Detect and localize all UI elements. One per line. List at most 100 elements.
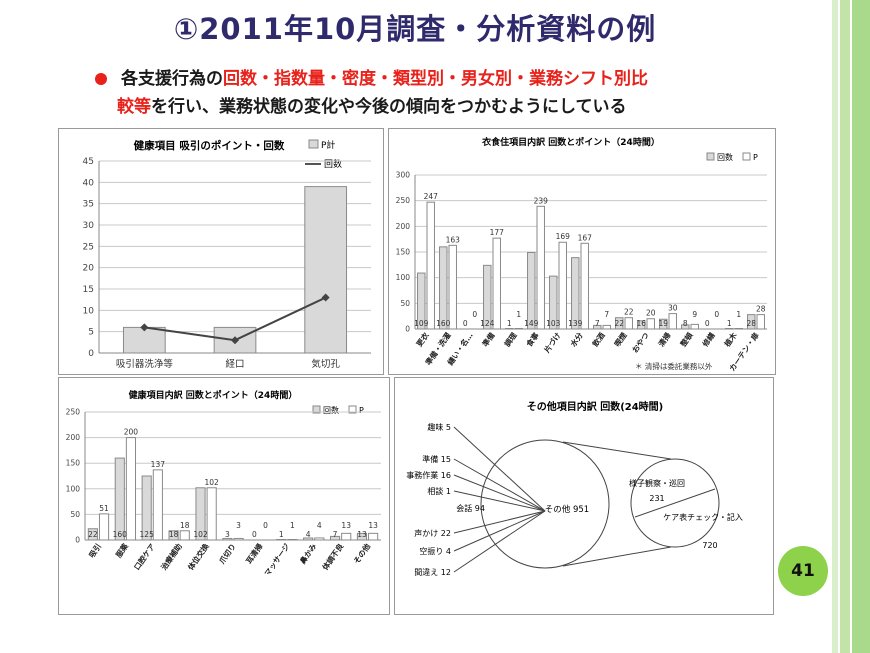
bar-count [571, 257, 580, 330]
page-number-badge: 41 [778, 546, 828, 596]
data-label-count: 124 [480, 319, 495, 328]
data-label-count: 3 [225, 530, 230, 539]
data-label-points: 177 [490, 228, 505, 237]
bar-count [195, 487, 206, 541]
bar-count [141, 475, 152, 541]
data-label-points: 0 [714, 310, 719, 319]
bar-count [659, 318, 668, 330]
y-tick-label: 300 [396, 171, 411, 180]
legend-label: P計 [321, 139, 335, 151]
bar-points [98, 513, 110, 541]
data-label-points: 9 [692, 310, 697, 319]
leader-line [453, 426, 546, 512]
bar-count [637, 320, 646, 330]
bar-count [222, 537, 233, 541]
x-tick-label: 治療補助 [158, 541, 184, 572]
chart-panel-suction: 健康項目 吸引のポイント・回数 P計 回数 0 5 10 15 20 25 30 35 40 45 吸引器… [58, 128, 384, 375]
data-label-points: 28 [756, 305, 766, 314]
y-tick-label: 200 [396, 222, 411, 231]
x-tick-label: おやつ [630, 330, 651, 354]
legend-swatch-bar [308, 139, 319, 149]
data-label-points: 7 [604, 310, 609, 319]
subtitle-text-black-2: を行い、業務状態の変化や今後の傾向をつかむようにしている [151, 97, 627, 117]
y-tick-label: 0 [88, 349, 94, 359]
data-label-points: 13 [368, 521, 378, 530]
bar-points [287, 538, 298, 541]
leader-line [453, 474, 546, 512]
decor-stripe-2 [840, 0, 850, 653]
bar-count [329, 535, 341, 541]
sub-slice-divider [634, 488, 716, 518]
bar-points [179, 530, 190, 541]
x-tick-label: 飲酒 [589, 330, 607, 349]
data-label-count: 0 [463, 319, 468, 328]
data-label-count: 103 [546, 319, 561, 328]
bar-points [514, 327, 523, 330]
data-label-count: 0 [252, 530, 257, 539]
data-label-count: 13 [357, 530, 367, 539]
legend-label: 回数 [323, 405, 339, 415]
x-tick-label: 水分 [568, 330, 585, 348]
line-point [140, 323, 149, 332]
x-tick-label: 口腔ケア [132, 541, 158, 572]
leader-line [453, 510, 546, 552]
data-label-count: 125 [140, 530, 155, 539]
subtitle-line-2: 較等を行い、業務状態の変化や今後の傾向をつかむようにしている [117, 92, 627, 117]
bullet-icon [95, 73, 107, 85]
legend-swatch-count [706, 152, 715, 161]
sub-slice-value: 720 [702, 541, 717, 550]
slice-label: 相談 1 [427, 486, 451, 496]
sub-slice-label: 様子観察・巡回 [629, 478, 685, 488]
y-tick-label: 250 [66, 408, 81, 417]
bar-count [549, 275, 558, 330]
other-pie-chart: その他項目内訳 回数(24時間) 様子観察・巡回 231 ケア表チェック・記入 720 そ… [406, 400, 743, 577]
leader-line [453, 490, 546, 512]
data-label-count: 1 [507, 319, 512, 328]
data-label-count: 22 [88, 530, 98, 539]
data-label-points: 163 [446, 235, 461, 244]
bar-count [725, 327, 734, 330]
health-chart: 健康項目内訳 回数とポイント（24時間）回数 P05010015020025022… [66, 389, 381, 578]
y-tick-label: 200 [66, 433, 81, 442]
slide-title: ①2011年10月調査・分析資料の例 [173, 12, 657, 46]
main-pie [480, 439, 610, 569]
x-tick-label: 整頓 [678, 330, 695, 348]
bar-points [314, 537, 325, 541]
data-label-points: 247 [424, 192, 439, 201]
leader-line [453, 458, 546, 512]
bar-points [233, 537, 244, 541]
y-tick-label: 15 [83, 285, 94, 295]
bar-points [152, 469, 163, 541]
subtitle-text-black: 各支援行為の [121, 69, 223, 89]
connector-line [562, 546, 672, 567]
data-label-points: 1 [290, 521, 295, 530]
data-label-count: 160 [113, 530, 128, 539]
data-label-count: 149 [524, 319, 539, 328]
legend-swatch-points [742, 152, 751, 161]
bar-count [615, 317, 624, 330]
y-tick-label: 0 [75, 536, 80, 545]
bar-points [368, 532, 379, 541]
y-tick-label: 100 [66, 484, 81, 493]
chart-panel-other: その他項目内訳 回数(24時間) 様子観察・巡回 231 ケア表チェック・記入 720 そ… [394, 377, 774, 615]
bar-count [168, 530, 179, 541]
bar-points [448, 244, 457, 330]
data-label-points: 4 [317, 521, 322, 530]
y-tick-label: 150 [396, 248, 411, 257]
chart-note: ＊ 清掃は委託業務以外 [635, 361, 713, 371]
data-label-count: 109 [414, 319, 429, 328]
data-label-count: 19 [658, 319, 668, 328]
x-tick-label: 体位交換 [185, 541, 211, 572]
bar-points [624, 317, 633, 330]
legend-label: P [753, 153, 758, 162]
bar-count [593, 324, 602, 330]
bar-points [492, 237, 501, 330]
y-tick-label: 50 [70, 510, 80, 519]
data-label-count: 8 [683, 319, 688, 328]
bar-points [206, 487, 217, 541]
slice-label: 声かけ 22 [414, 528, 451, 538]
bar-points [558, 241, 567, 330]
subtitle-line-1: 各支援行為の回数・指数量・密度・類型別・男女別・業務シフト別比 [95, 64, 648, 89]
x-tick-label: 服薬 [113, 541, 130, 559]
bar-count [483, 264, 492, 330]
